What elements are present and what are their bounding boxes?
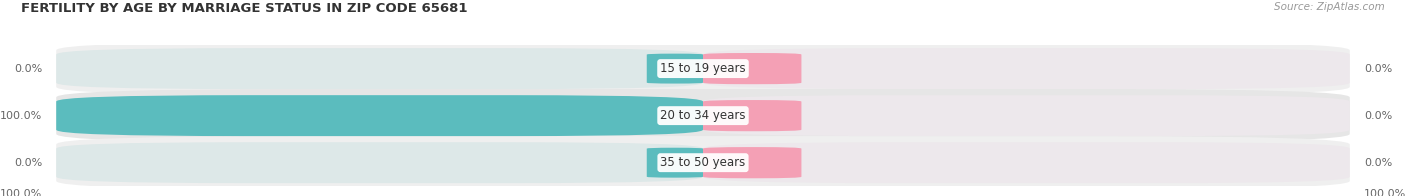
Text: FERTILITY BY AGE BY MARRIAGE STATUS IN ZIP CODE 65681: FERTILITY BY AGE BY MARRIAGE STATUS IN Z…	[21, 2, 468, 15]
Text: 0.0%: 0.0%	[14, 158, 42, 168]
FancyBboxPatch shape	[56, 48, 703, 89]
FancyBboxPatch shape	[647, 148, 703, 178]
FancyBboxPatch shape	[703, 147, 801, 178]
FancyBboxPatch shape	[703, 95, 1350, 136]
FancyBboxPatch shape	[703, 100, 801, 131]
Text: 15 to 19 years: 15 to 19 years	[661, 62, 745, 75]
Text: 0.0%: 0.0%	[1364, 158, 1392, 168]
Text: 0.0%: 0.0%	[1364, 111, 1392, 121]
Text: 0.0%: 0.0%	[14, 64, 42, 74]
FancyBboxPatch shape	[56, 95, 703, 136]
FancyBboxPatch shape	[703, 142, 1350, 183]
Text: 100.0%: 100.0%	[0, 111, 42, 121]
FancyBboxPatch shape	[56, 89, 1350, 142]
Text: 20 to 34 years: 20 to 34 years	[661, 109, 745, 122]
Text: 100.0%: 100.0%	[1364, 189, 1406, 196]
Text: 35 to 50 years: 35 to 50 years	[661, 156, 745, 169]
FancyBboxPatch shape	[56, 142, 703, 183]
FancyBboxPatch shape	[647, 54, 703, 83]
FancyBboxPatch shape	[56, 136, 1350, 189]
Text: 100.0%: 100.0%	[0, 189, 42, 196]
FancyBboxPatch shape	[56, 95, 703, 136]
Text: 0.0%: 0.0%	[1364, 64, 1392, 74]
FancyBboxPatch shape	[56, 42, 1350, 95]
FancyBboxPatch shape	[703, 48, 1350, 89]
Text: Source: ZipAtlas.com: Source: ZipAtlas.com	[1274, 2, 1385, 12]
FancyBboxPatch shape	[703, 53, 801, 84]
